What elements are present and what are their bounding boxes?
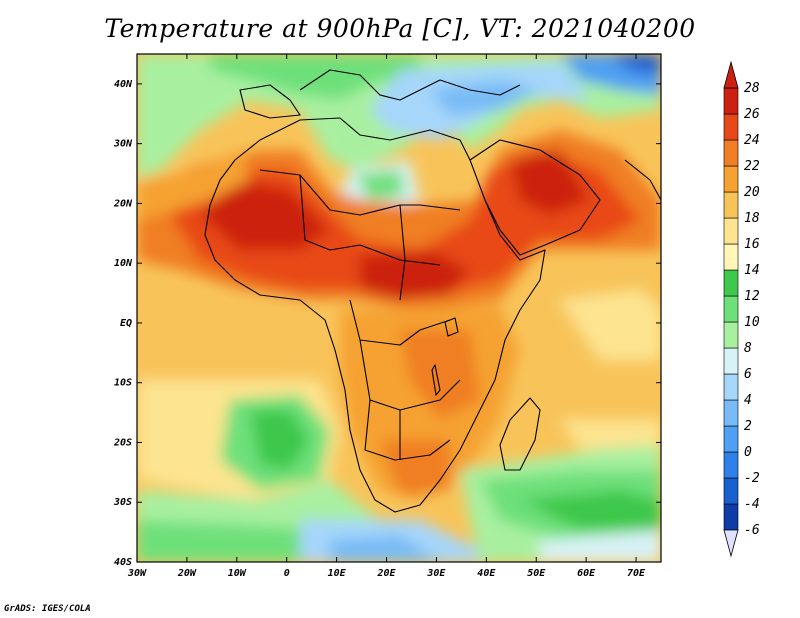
coastlines: [204, 69, 661, 513]
map-title: Temperature at 900hPa [C], VT: 202104020…: [104, 14, 696, 43]
map-frame: [136, 53, 662, 563]
colorbar-box: [723, 373, 739, 401]
lat-tick-label: 20N: [113, 198, 133, 209]
colorbar-label: 18: [744, 211, 760, 226]
colorbar-box: [723, 451, 739, 479]
lon-tick-label: 30W: [127, 568, 147, 579]
lat-tick-label: 40N: [114, 79, 133, 90]
map-plot-area: [137, 54, 661, 562]
colorbar-box: [723, 269, 739, 297]
colorbar-label: 26: [744, 107, 760, 122]
colorbar-label: 6: [744, 367, 752, 382]
colorbar-label: 20: [744, 185, 760, 200]
colorbar-box: [723, 399, 739, 427]
lat-tick-label: 10N: [114, 258, 133, 269]
lon-tick-label: 20W: [177, 568, 197, 579]
axis-ticks: [137, 54, 661, 562]
colorbar-label: 0: [744, 445, 752, 460]
colorbar-label: -2: [744, 471, 760, 486]
colorbar-box: [723, 321, 739, 349]
lon-tick-label: 0: [284, 568, 290, 579]
lat-tick-label: 30N: [113, 139, 133, 150]
lon-tick-label: 20E: [376, 568, 396, 579]
colorbar-max-arrow: [723, 60, 739, 89]
colorbar-label: 4: [744, 393, 752, 408]
colorbar-box: [723, 217, 739, 245]
lon-tick-label: 60E: [577, 568, 596, 579]
colorbar-label: 28: [744, 81, 760, 96]
colorbar-label: 22: [744, 159, 760, 174]
colorbar-label: 8: [744, 341, 752, 356]
colorbar-box: [723, 295, 739, 323]
colorbar-label: 10: [744, 315, 760, 330]
credit-text: GrADS: IGES/COLA: [4, 604, 91, 614]
lon-tick-label: 10W: [228, 568, 247, 579]
lat-tick-label: 20S: [113, 437, 132, 448]
colorbar-label: 2: [744, 419, 752, 434]
lon-tick-label: 30E: [426, 568, 446, 579]
latitude-labels: 40N 30N 20N 10N EQ 10S 20S 30S 40S: [113, 79, 133, 568]
colorbar-box: [723, 425, 739, 453]
lon-tick-label: 70E: [627, 568, 646, 579]
colorbar-label: 14: [744, 263, 760, 278]
lat-tick-label: EQ: [120, 318, 132, 329]
lat-tick-label: 10S: [114, 378, 132, 389]
colorbar-box: [723, 139, 739, 167]
temperature-field: [137, 54, 661, 562]
longitude-labels: 30W 20W 10W 0 10E 20E 30E 40E 50E 60E 70E: [127, 568, 646, 579]
colorbar-box: [723, 165, 739, 193]
colorbar-min-arrow: [723, 529, 739, 558]
colorbar-box: [723, 503, 739, 531]
colorbar-label: -4: [744, 497, 760, 512]
colorbar-label: 16: [744, 237, 760, 252]
colorbar-box: [723, 113, 739, 141]
colorbar-box: [723, 87, 739, 115]
colorbar-box: [723, 477, 739, 505]
lon-tick-label: 10E: [328, 568, 347, 579]
colorbar-box: [723, 347, 739, 375]
colorbar-box: [723, 243, 739, 271]
colorbar-label: 12: [744, 289, 760, 304]
lon-tick-label: 40E: [477, 568, 496, 579]
lon-tick-label: 50E: [527, 568, 546, 579]
lat-tick-label: 30S: [113, 497, 132, 508]
colorbar-label: 24: [744, 133, 760, 148]
colorbar-label: -6: [744, 523, 760, 538]
colorbar-box: [723, 191, 739, 219]
lat-tick-label: 40S: [114, 557, 132, 568]
